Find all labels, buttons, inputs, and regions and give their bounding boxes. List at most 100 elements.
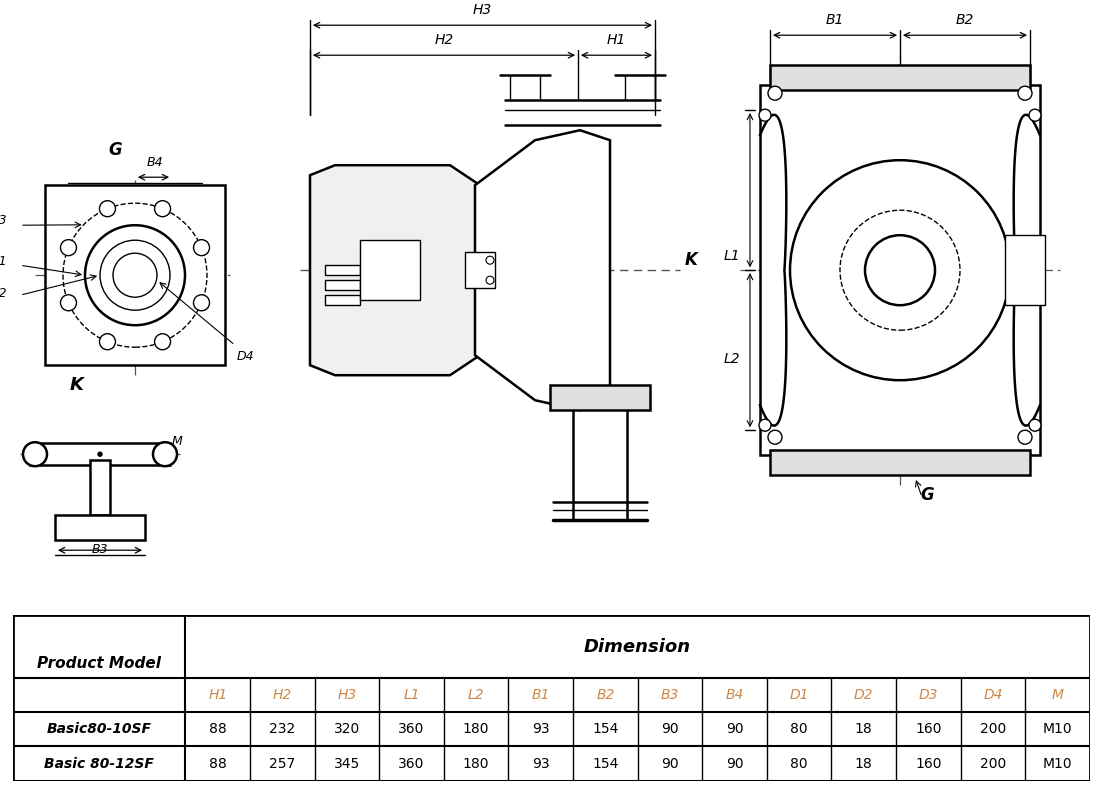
- Text: M: M: [172, 436, 183, 448]
- Text: 90: 90: [726, 722, 743, 736]
- Text: K: K: [69, 376, 84, 394]
- Text: B3: B3: [92, 543, 108, 556]
- Text: 154: 154: [592, 722, 619, 736]
- Circle shape: [99, 200, 116, 217]
- Text: D2: D2: [0, 286, 7, 300]
- Text: 160: 160: [915, 722, 942, 736]
- Text: M10: M10: [1042, 757, 1072, 771]
- Text: M10: M10: [1042, 722, 1072, 736]
- Text: B1: B1: [826, 13, 844, 27]
- Text: H3: H3: [338, 688, 356, 702]
- Circle shape: [865, 235, 935, 305]
- Text: Basic 80-12SF: Basic 80-12SF: [44, 757, 154, 771]
- Circle shape: [768, 430, 782, 444]
- FancyBboxPatch shape: [360, 240, 420, 300]
- Text: 232: 232: [269, 722, 296, 736]
- FancyBboxPatch shape: [30, 443, 170, 466]
- Text: 160: 160: [915, 757, 942, 771]
- Text: G: G: [108, 141, 121, 159]
- Text: H2: H2: [272, 688, 292, 702]
- FancyBboxPatch shape: [55, 515, 144, 540]
- Text: L2: L2: [468, 688, 484, 702]
- Text: M: M: [1051, 688, 1063, 702]
- Text: D4: D4: [237, 350, 255, 363]
- Circle shape: [486, 256, 494, 264]
- Circle shape: [193, 295, 210, 311]
- Text: 180: 180: [463, 722, 490, 736]
- FancyBboxPatch shape: [45, 185, 225, 365]
- Circle shape: [85, 225, 185, 325]
- Text: B2: B2: [596, 688, 614, 702]
- Text: Product Model: Product Model: [38, 656, 161, 671]
- Circle shape: [98, 452, 101, 456]
- Text: Basic80-10SF: Basic80-10SF: [46, 722, 152, 736]
- FancyBboxPatch shape: [325, 280, 360, 290]
- Text: 90: 90: [661, 757, 678, 771]
- Circle shape: [759, 419, 771, 432]
- Circle shape: [1018, 430, 1032, 444]
- Circle shape: [1029, 419, 1041, 432]
- Text: H1: H1: [208, 688, 227, 702]
- Text: B3: B3: [661, 688, 679, 702]
- Text: 257: 257: [269, 757, 296, 771]
- Polygon shape: [550, 385, 650, 410]
- Text: 93: 93: [532, 722, 549, 736]
- Text: H1: H1: [607, 33, 627, 47]
- Text: L1: L1: [724, 249, 740, 264]
- Text: 200: 200: [979, 722, 1006, 736]
- FancyBboxPatch shape: [1005, 235, 1045, 305]
- Text: L2: L2: [724, 352, 740, 366]
- Text: 80: 80: [790, 722, 807, 736]
- Text: 90: 90: [726, 757, 743, 771]
- Text: B1: B1: [532, 688, 550, 702]
- Circle shape: [61, 295, 76, 311]
- Text: 18: 18: [855, 757, 872, 771]
- Text: L1: L1: [404, 688, 420, 702]
- Text: D2: D2: [854, 688, 874, 702]
- Polygon shape: [475, 130, 610, 410]
- Circle shape: [759, 109, 771, 122]
- Text: D3: D3: [919, 688, 938, 702]
- Circle shape: [99, 334, 116, 350]
- Text: 90: 90: [661, 722, 678, 736]
- Text: 360: 360: [398, 722, 425, 736]
- Text: B4: B4: [726, 688, 743, 702]
- Circle shape: [1029, 109, 1041, 122]
- Text: H2: H2: [435, 33, 453, 47]
- Text: G: G: [920, 486, 933, 504]
- FancyBboxPatch shape: [90, 460, 110, 515]
- Text: 320: 320: [334, 722, 360, 736]
- Circle shape: [154, 200, 171, 217]
- Text: 200: 200: [979, 757, 1006, 771]
- Circle shape: [154, 334, 171, 350]
- Circle shape: [768, 86, 782, 100]
- Text: 360: 360: [398, 757, 425, 771]
- Text: H3: H3: [473, 3, 492, 17]
- Text: D4: D4: [983, 688, 1003, 702]
- Text: Dimension: Dimension: [585, 638, 692, 656]
- FancyBboxPatch shape: [760, 85, 1040, 455]
- Text: 154: 154: [592, 757, 619, 771]
- Polygon shape: [310, 165, 480, 376]
- Circle shape: [193, 240, 210, 256]
- Text: 345: 345: [334, 757, 360, 771]
- Text: K: K: [685, 251, 698, 269]
- Text: B4: B4: [147, 156, 163, 169]
- Circle shape: [1018, 86, 1032, 100]
- FancyBboxPatch shape: [325, 265, 360, 275]
- Text: 180: 180: [463, 757, 490, 771]
- Text: D3: D3: [0, 214, 7, 226]
- Text: 88: 88: [208, 722, 226, 736]
- FancyBboxPatch shape: [770, 65, 1030, 90]
- Text: B2: B2: [956, 13, 974, 27]
- Circle shape: [100, 240, 170, 310]
- FancyBboxPatch shape: [465, 252, 495, 288]
- Circle shape: [61, 240, 76, 256]
- Text: 88: 88: [208, 757, 226, 771]
- Circle shape: [790, 160, 1010, 380]
- FancyBboxPatch shape: [325, 295, 360, 305]
- Text: D1: D1: [0, 255, 7, 267]
- Circle shape: [113, 253, 157, 297]
- Text: D1: D1: [790, 688, 808, 702]
- Text: 80: 80: [790, 757, 807, 771]
